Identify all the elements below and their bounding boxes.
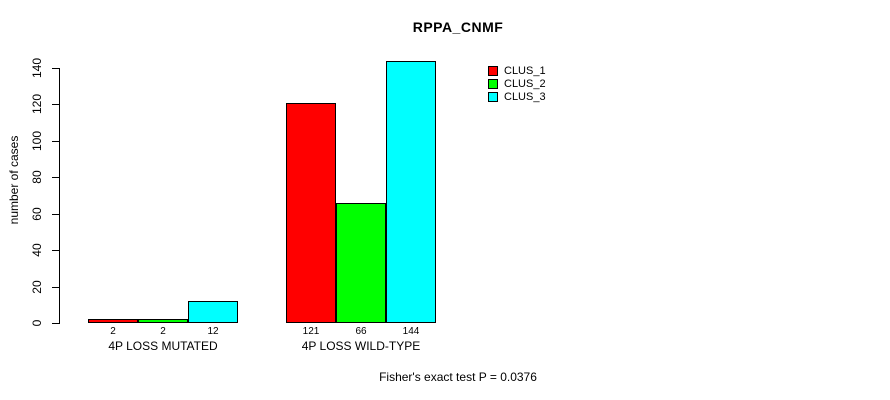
legend-label: CLUS_1 — [504, 64, 546, 77]
bar-clus_3-group1 — [188, 301, 238, 323]
y-tick-label: 60 — [30, 207, 44, 221]
y-tick-mark — [52, 177, 59, 178]
legend-swatch — [488, 91, 498, 102]
y-tick-label: 120 — [30, 93, 44, 115]
bar-clus_2-group1 — [138, 319, 188, 323]
y-tick-mark — [52, 141, 59, 142]
bar-value-label: 144 — [402, 326, 420, 337]
y-axis-title: number of cases — [7, 135, 21, 225]
legend-label: CLUS_2 — [504, 77, 546, 90]
y-tick-label: 0 — [30, 319, 44, 327]
annotation-text: Fisher's exact test P = 0.0376 — [379, 370, 537, 384]
legend-swatch — [488, 65, 498, 76]
bar-clus_2-group2 — [336, 203, 386, 323]
y-tick-label: 40 — [30, 243, 44, 257]
bar-clus_1-group1 — [88, 319, 138, 323]
y-tick-mark — [52, 68, 59, 69]
bar-clus_3-group2 — [386, 61, 436, 323]
y-tick-mark — [52, 214, 59, 215]
y-tick-mark — [52, 250, 59, 251]
legend-swatch — [488, 78, 498, 89]
y-tick-label: 80 — [30, 170, 44, 184]
bar-value-label: 2 — [110, 326, 116, 337]
category-label: 4P LOSS WILD-TYPE — [301, 339, 421, 353]
y-tick-label: 20 — [30, 280, 44, 294]
category-label: 4P LOSS MUTATED — [108, 339, 218, 353]
y-tick-mark — [52, 323, 59, 324]
y-tick-mark — [52, 104, 59, 105]
bar-value-label: 2 — [160, 326, 166, 337]
legend-item: CLUS_3 — [488, 90, 546, 103]
y-tick-mark — [52, 287, 59, 288]
y-axis-line — [59, 68, 60, 324]
y-tick-label: 100 — [30, 130, 44, 152]
bar-value-label: 66 — [355, 326, 367, 337]
bar-value-label: 121 — [302, 326, 320, 337]
legend-item: CLUS_1 — [488, 64, 546, 77]
legend: CLUS_1 CLUS_2 CLUS_3 — [488, 64, 546, 103]
y-tick-label: 140 — [30, 57, 44, 79]
legend-label: CLUS_3 — [504, 90, 546, 103]
legend-item: CLUS_2 — [488, 77, 546, 90]
bar-value-label: 12 — [207, 326, 219, 337]
chart-title: RPPA_CNMF — [412, 19, 504, 35]
bar-clus_1-group2 — [286, 103, 336, 323]
